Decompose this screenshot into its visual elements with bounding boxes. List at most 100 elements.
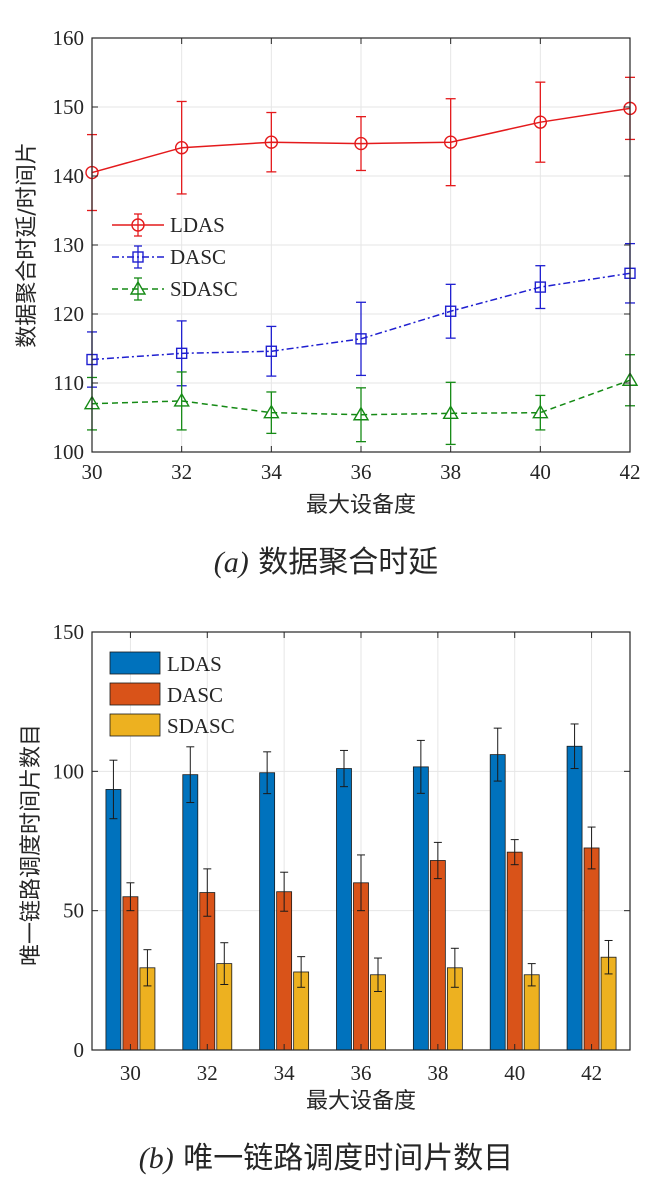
chart-a-ytick-label-110: 110 <box>53 371 84 395</box>
chart-b-bar-dasc-40 <box>506 851 523 1051</box>
chart-b-ticks: 0 50 100 150 30 32 34 36 38 40 42 <box>53 620 630 1085</box>
chart-b-xtick-label-42: 42 <box>581 1061 602 1085</box>
chart-a-errorbar-dasc-34 <box>266 325 277 377</box>
chart-a-xtick-label-30: 30 <box>82 460 103 484</box>
chart-a-y-axis-label: 数据聚合时延/时间片 <box>15 142 40 347</box>
chart-b-ytick-label-100: 100 <box>53 759 85 783</box>
chart-b-bar-ldas-38 <box>412 766 429 1051</box>
chart-a-point-sdasc-32 <box>173 392 190 407</box>
chart-a-ytick-label-130: 130 <box>53 233 85 257</box>
chart-b-xtick-label-38: 38 <box>427 1061 448 1085</box>
chart-a-errorbar-ldas-32 <box>176 100 187 195</box>
chart-a-ytick-label-120: 120 <box>53 302 85 326</box>
chart-a-ytick-label-160: 160 <box>53 26 85 50</box>
chart-b-errorbar-ldas-34 <box>263 751 272 795</box>
chart-a-errorbar-dasc-40 <box>535 265 546 310</box>
chart-b-legend-label-dasc: DASC <box>167 683 223 707</box>
chart-b-x-axis-label: 最大设备度 <box>306 1089 416 1114</box>
chart-a-caption-prefix: (a) <box>214 546 249 579</box>
chart-a-point-dasc-32 <box>175 347 188 360</box>
chart-b-caption-prefix: (b) <box>139 1142 174 1175</box>
chart-a-xtick-label-36: 36 <box>351 460 372 484</box>
chart-a-errorbar-sdasc-34 <box>266 391 277 435</box>
chart-a-line-chart: 100 110 120 130 140 150 160 30 32 34 36 38 40 42 LDAS… <box>15 26 641 580</box>
chart-a-xtick-label-32: 32 <box>171 460 192 484</box>
chart-a-point-sdasc-34 <box>263 404 280 419</box>
chart-a-errorbar-ldas-34 <box>266 111 277 173</box>
chart-a-legend-item-dasc: DASC <box>112 245 226 269</box>
chart-a-legend-marker-ldas <box>131 218 145 232</box>
chart-a-point-ldas-40 <box>533 115 548 129</box>
chart-b-legend-item-ldas: LDAS <box>109 651 222 676</box>
chart-a-point-sdasc-36 <box>352 406 370 421</box>
chart-b-bar-ldas-34 <box>259 772 276 1051</box>
chart-a-point-dasc-40 <box>534 281 547 293</box>
chart-b-bar-dasc-34 <box>276 891 293 1051</box>
chart-b-errorbar-dasc-40 <box>510 839 519 866</box>
chart-a-x-axis-label: 最大设备度 <box>306 493 416 518</box>
chart-b-errorbar-sdasc-40 <box>527 963 536 987</box>
chart-a-point-ldas-34 <box>264 135 279 149</box>
chart-b-xtick-label-34: 34 <box>274 1061 296 1085</box>
chart-a-errorbar-ldas-40 <box>535 81 546 163</box>
chart-b-xtick-label-30: 30 <box>120 1061 141 1085</box>
chart-b-legend: LDAS DASC SDASC <box>109 651 235 738</box>
chart-b-errorbar-sdasc-30 <box>143 949 152 987</box>
chart-b-errorbar-ldas-30 <box>109 759 118 820</box>
chart-a-point-ldas-32 <box>174 141 189 155</box>
chart-b-xtick-label-36: 36 <box>351 1061 372 1085</box>
chart-a-legend-label-ldas: LDAS <box>170 213 225 237</box>
chart-b-bar-ldas-42 <box>566 745 583 1051</box>
chart-a-xtick-label-38: 38 <box>440 460 461 484</box>
chart-a-point-dasc-36 <box>355 333 367 345</box>
chart-b-errorbar-ldas-40 <box>493 727 502 782</box>
chart-b-bar-ldas-36 <box>336 768 352 1051</box>
chart-b-bar-ldas-30 <box>105 789 122 1051</box>
chart-b-errorbar-sdasc-42 <box>604 939 613 975</box>
chart-b-legend-item-dasc: DASC <box>109 682 223 707</box>
chart-b-bar-ldas-32 <box>182 774 199 1051</box>
chart-a-ytick-label-150: 150 <box>53 95 85 119</box>
chart-b-caption: (b) 唯一链路调度时间片数目 <box>139 1141 514 1176</box>
chart-b-errorbar-ldas-42 <box>570 723 579 770</box>
chart-b-errorbar-dasc-38 <box>433 841 442 880</box>
chart-a-errorbar-sdasc-38 <box>445 381 456 446</box>
chart-b-errorbar-sdasc-34 <box>297 956 306 988</box>
chart-a-point-sdasc-40 <box>532 404 549 419</box>
chart-b-errorbar-ldas-38 <box>416 739 425 794</box>
chart-a-xtick-label-34: 34 <box>261 460 283 484</box>
chart-b-ytick-label-0: 0 <box>74 1038 85 1062</box>
chart-a-errorbar-dasc-36 <box>356 301 366 377</box>
chart-b-errorbar-ldas-32 <box>186 746 195 804</box>
chart-a-xtick-label-42: 42 <box>620 460 641 484</box>
chart-b-legend-label-sdasc: SDASC <box>167 714 235 738</box>
chart-b-legend-item-sdasc: SDASC <box>109 713 235 738</box>
chart-a-legend-label-dasc: DASC <box>170 245 226 269</box>
chart-a-errorbar-sdasc-32 <box>176 371 187 431</box>
chart-a-legend-item-ldas: LDAS <box>112 213 225 237</box>
chart-b-bar-chart: 0 50 100 150 30 32 34 36 38 40 42 LDAS DASC SDASC 最大… <box>19 620 631 1176</box>
chart-b-errorbar-dasc-32 <box>203 868 212 917</box>
chart-b-errorbar-sdasc-36 <box>374 957 382 992</box>
chart-b-errorbar-dasc-34 <box>280 871 289 912</box>
chart-b-bar-dasc-38 <box>429 860 446 1051</box>
chart-a-errorbar-sdasc-40 <box>535 394 546 431</box>
chart-a-point-dasc-34 <box>265 345 278 357</box>
chart-a-legend-marker-dasc <box>132 251 144 263</box>
chart-b-bar-dasc-42 <box>583 847 600 1051</box>
chart-a-legend-item-sdasc: SDASC <box>112 277 238 301</box>
chart-a-point-ldas-36 <box>354 136 368 151</box>
chart-b-caption-text: 唯一链路调度时间片数目 <box>174 1141 514 1176</box>
chart-b-y-axis-label: 唯一链路调度时间片数目 <box>19 724 44 966</box>
chart-b-errorbar-sdasc-32 <box>220 942 229 986</box>
chart-a-legend-label-sdasc: SDASC <box>170 277 238 301</box>
chart-b-ytick-label-150: 150 <box>53 620 85 644</box>
chart-b-legend-swatch-ldas <box>109 651 161 675</box>
chart-b-xtick-label-40: 40 <box>504 1061 525 1085</box>
chart-b-errorbar-dasc-42 <box>587 826 596 870</box>
chart-b-xtick-label-32: 32 <box>197 1061 218 1085</box>
chart-a-caption-text: 数据聚合时延 <box>249 545 439 580</box>
chart-b-errorbar-sdasc-38 <box>450 947 459 988</box>
chart-a-errorbar-dasc-38 <box>445 283 456 339</box>
chart-b-legend-swatch-dasc <box>109 682 161 706</box>
